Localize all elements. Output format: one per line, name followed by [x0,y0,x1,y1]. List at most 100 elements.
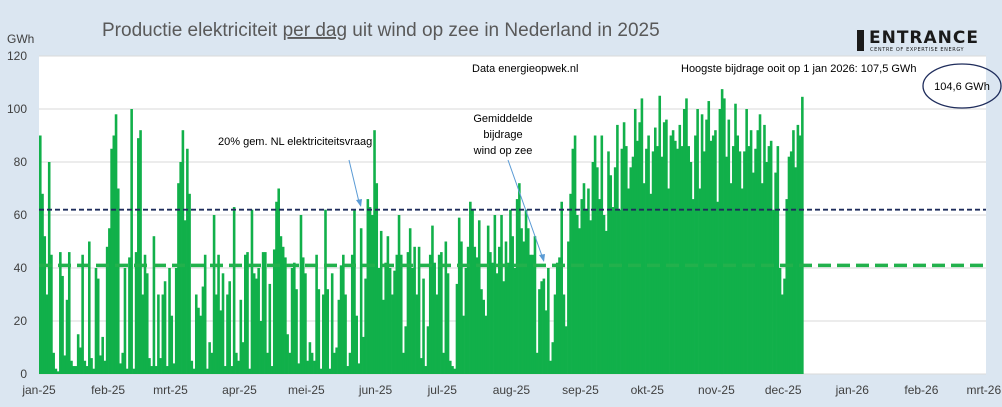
bar [377,268,381,374]
bar [645,148,648,374]
bar [157,294,160,374]
bar [473,246,477,374]
bar [578,228,581,374]
bar [391,294,394,374]
bar [700,114,704,375]
ref-high-arrow [348,159,360,203]
bar [785,199,789,374]
chart-title-emphasis: per dag [283,20,347,41]
bar [112,135,116,374]
bar [197,307,200,374]
bar [518,183,521,374]
bar [342,254,345,374]
bar [638,122,641,374]
bar [453,368,457,374]
bar [529,254,532,374]
y-tick-label: 40 [14,261,28,275]
bar [593,135,597,374]
bar [558,257,561,374]
bar [420,358,423,374]
bar [653,127,657,374]
bar [139,130,142,374]
bar [393,270,396,374]
bar [272,249,276,374]
bar [547,268,550,374]
bar [41,193,44,374]
bar [226,294,229,374]
bar [402,352,405,374]
bar [130,109,133,374]
bar [297,363,301,374]
bar [669,135,673,374]
bar [538,289,541,374]
bar [85,366,89,374]
bar [67,252,71,374]
bar [482,299,485,374]
bar [105,246,109,374]
bars [39,89,804,375]
bar [745,109,748,374]
bar [417,246,421,374]
x-tick-label: sep-25 [562,383,599,397]
bar [79,347,82,374]
bar [754,148,757,374]
bar [714,130,717,374]
latest-value-label: 104,6 GWh [934,81,990,93]
bar [495,273,499,374]
bar [108,228,111,374]
bar [110,148,113,374]
bar [731,146,735,374]
bar [172,363,176,374]
bar [244,254,247,374]
bar [466,246,470,374]
bar [591,162,595,374]
bar [620,148,624,374]
bar [531,254,535,374]
bar [502,281,506,374]
bar [449,360,452,374]
bar [288,352,292,374]
bar [308,342,312,374]
bar [794,167,797,374]
ref-avg-label-line3: wind op zee [473,145,533,157]
bar [734,103,737,374]
bar [344,294,347,374]
bar [321,294,325,374]
x-tick-label: jan-25 [21,383,56,397]
bar [148,358,151,374]
bar [763,124,766,375]
x-tick-label: jan-26 [835,383,870,397]
x-tick-label: okt-25 [631,383,665,397]
bar [451,366,454,374]
bar [440,252,443,374]
bar [760,183,764,374]
bar [386,236,390,374]
bar [651,151,655,374]
bar [665,119,668,374]
bar [208,342,211,374]
bar [284,257,287,374]
x-tick-label: apr-25 [222,383,257,397]
ref-avg-arrow-head [539,254,545,262]
bar [720,89,724,375]
bar [359,228,363,374]
bar [248,368,252,374]
x-tick-label: aug-25 [493,383,531,397]
bar [88,241,91,374]
bar [694,135,697,374]
x-tick-label: dec-25 [765,383,802,397]
bar [437,254,441,374]
entrance-logo-tagline: CENTRE OF EXPERTISE ENERGY [870,47,965,53]
bar [689,162,693,374]
bar [685,98,688,375]
bar [306,360,309,374]
bar [252,273,256,374]
x-axis-ticks: jan-25 feb-25 mrt-25 apr-25 mei-25 jun-25 jul-… [21,383,1001,397]
bar [275,201,278,374]
bar [313,360,316,374]
bar [604,230,608,374]
bar [103,360,107,374]
bar [584,209,588,374]
bar [310,352,314,374]
bar [515,199,519,374]
